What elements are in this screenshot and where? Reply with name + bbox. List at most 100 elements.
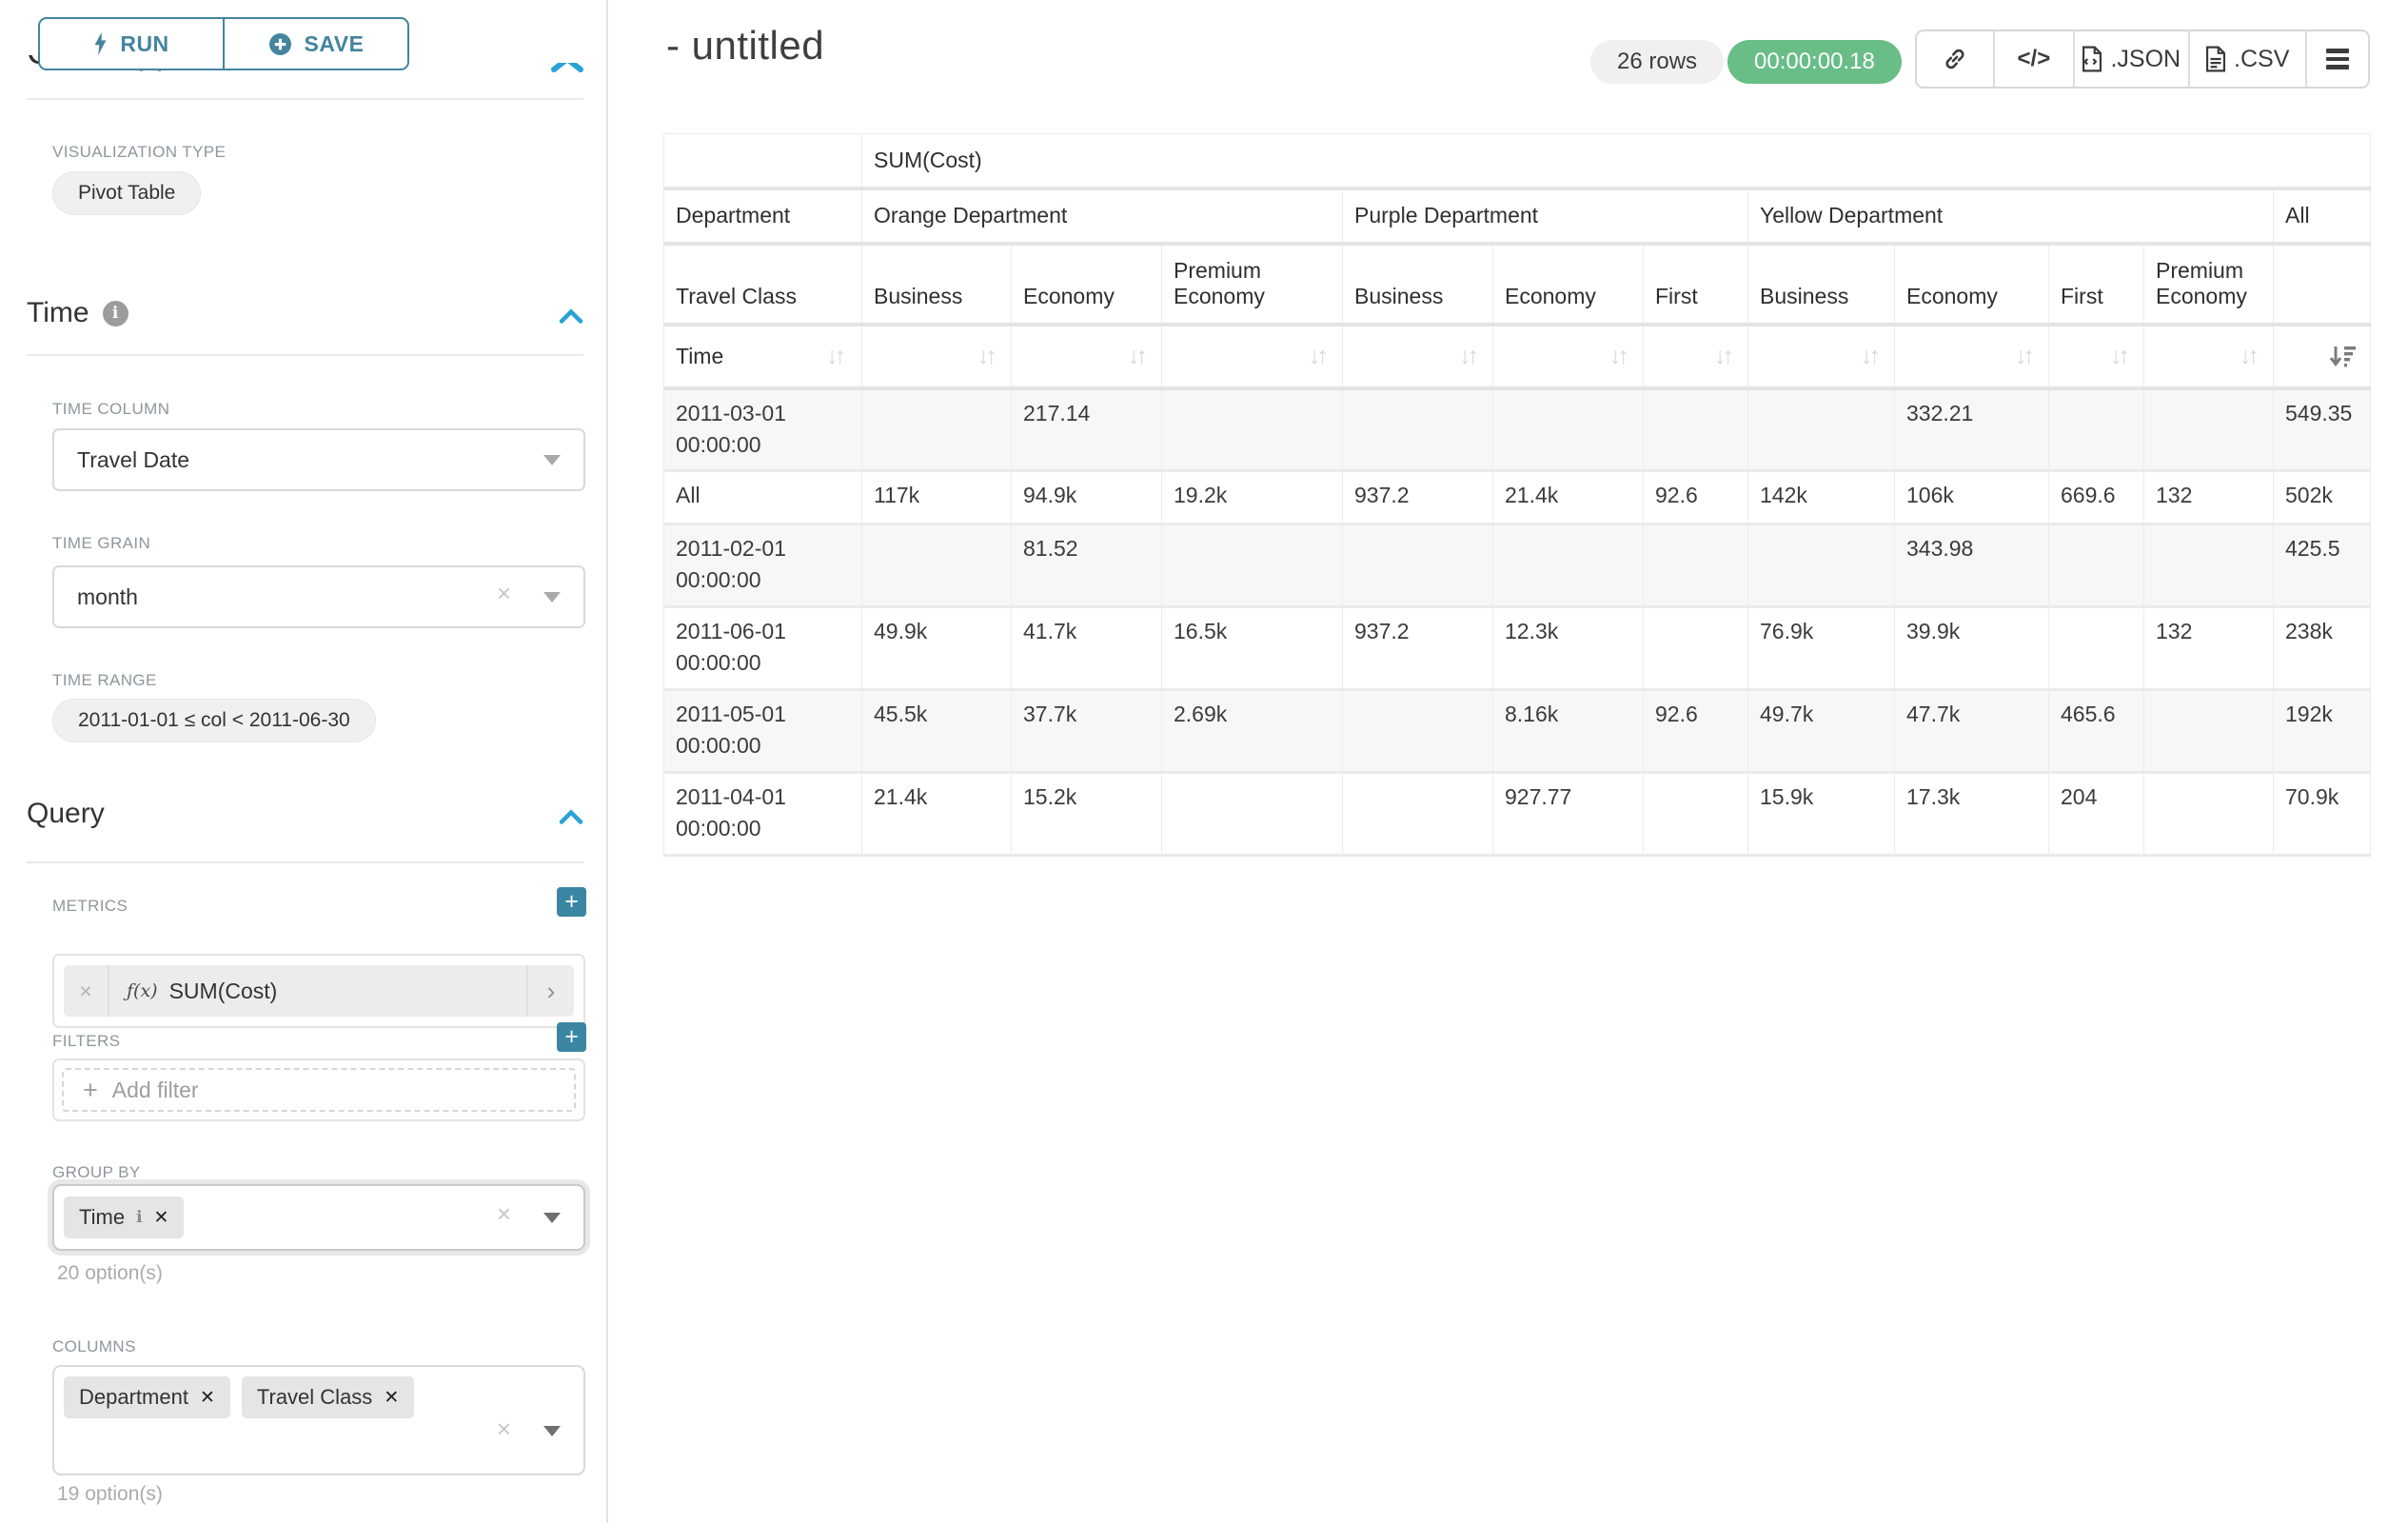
remove-chip-icon[interactable]: ✕ [199, 1387, 215, 1408]
pivot-row-label: 2011-02-01 00:00:00 [663, 524, 862, 608]
info-icon: i [102, 300, 128, 326]
sort-toggle-icon[interactable]: ↓ ↑ [1894, 324, 2049, 390]
chart-title[interactable]: - untitled [666, 23, 825, 68]
filters-label: FILTERS [52, 1032, 121, 1050]
pivot-column-header: Economy [1011, 243, 1162, 326]
section-time-title: Time i [27, 297, 128, 329]
pivot-row: 2011-04-01 00:00:00 21.4k 15.2k 927.77 15.9k… [663, 772, 2372, 857]
pivot-cell: 937.2 [1342, 606, 1493, 691]
remove-chip-icon[interactable]: ✕ [384, 1387, 400, 1408]
pivot-cell [861, 387, 1012, 472]
edit-metric-chevron-icon[interactable]: › [526, 965, 574, 1017]
query-duration-badge: 00:00:00.18 [1727, 40, 1902, 84]
add-metric-button[interactable]: + [557, 887, 586, 917]
export-button-group: </> .JSON .CSV [1915, 30, 2370, 89]
time-range-label: TIME RANGE [52, 671, 157, 689]
pivot-cell: 343.98 [1894, 524, 2049, 608]
export-json-label: .JSON [2110, 45, 2181, 72]
pivot-cell: 549.35 [2272, 387, 2372, 472]
pivot-cell: 132 [2143, 470, 2274, 525]
pivot-cell: 142k [1747, 470, 1895, 525]
menu-button[interactable] [2304, 31, 2368, 87]
pivot-cell [1342, 524, 1493, 608]
pivot-corner-blank [663, 133, 862, 190]
sort-toggle-icon[interactable]: ↓ ↑ [1492, 324, 1644, 390]
sort-toggle-icon[interactable]: ↓ ↑ [1011, 324, 1162, 390]
add-filter-plus-button[interactable]: + [557, 1022, 586, 1052]
pivot-cell: 204 [2048, 772, 2144, 857]
pivot-cell [1643, 606, 1748, 691]
sort-toggle-icon[interactable]: ↓ ↑ [861, 324, 1012, 390]
plus-icon: + [564, 1023, 579, 1050]
metric-chip[interactable]: × ƒ(x) SUM(Cost) › [64, 965, 574, 1017]
sort-descending-icon[interactable] [2272, 324, 2372, 390]
chevron-down-icon[interactable] [543, 1426, 561, 1436]
view-query-button[interactable]: </> [1992, 31, 2073, 87]
time-column-value: Travel Date [77, 446, 190, 472]
metrics-container: × ƒ(x) SUM(Cost) › [52, 954, 585, 1028]
save-button-label: SAVE [304, 30, 365, 56]
metric-label: SUM(Cost) [168, 978, 278, 1003]
pivot-cell [1342, 387, 1493, 472]
group-by-chip-time: Time i ✕ [64, 1197, 185, 1238]
query-collapse-icon[interactable] [558, 809, 584, 825]
clear-icon[interactable]: × [496, 1414, 511, 1443]
visualization-type-pill[interactable]: Pivot Table [52, 171, 202, 215]
pivot-row-label: 2011-04-01 00:00:00 [663, 772, 862, 857]
chevron-down-icon[interactable] [543, 1213, 561, 1223]
pivot-cell [1643, 524, 1748, 608]
time-range-pill[interactable]: 2011-01-01 ≤ col < 2011-06-30 [52, 699, 376, 742]
pivot-cell: 217.14 [1011, 387, 1162, 472]
columns-chip-travel-class: Travel Class ✕ [241, 1376, 415, 1418]
pivot-cell: 47.7k [1894, 689, 2049, 774]
group-by-select[interactable]: Time i ✕ × [52, 1184, 585, 1251]
pivot-cell: 465.6 [2048, 689, 2144, 774]
pivot-cell: 21.4k [861, 772, 1012, 857]
run-button[interactable]: RUN [40, 19, 223, 69]
time-column-select[interactable]: Travel Date [52, 428, 585, 491]
group-by-options-hint: 20 option(s) [57, 1262, 163, 1284]
pivot-department-corner: Department [663, 188, 862, 246]
columns-select[interactable]: Department ✕ Travel Class ✕ × [52, 1365, 585, 1475]
pivot-row: 2011-02-01 00:00:00 81.52 343.98 425.5 [663, 524, 2372, 608]
pivot-row-label: All [663, 470, 862, 525]
add-filter-button[interactable]: + Add filter [62, 1068, 576, 1112]
section-query-title: Query [27, 798, 105, 830]
clear-icon[interactable]: × [496, 579, 511, 607]
run-save-button-group: RUN SAVE [38, 17, 409, 70]
pivot-column-header: Business [1747, 243, 1895, 326]
pivot-cell [861, 524, 1012, 608]
pivot-row: 2011-06-01 00:00:00 49.9k 41.7k 16.5k 937.2 1… [663, 606, 2372, 691]
sort-toggle-icon[interactable]: ↓ ↑ [2048, 324, 2144, 390]
time-grain-select[interactable]: month × [52, 565, 585, 628]
pivot-cell [1342, 772, 1493, 857]
sort-toggle-icon[interactable]: ↓ ↑ [1161, 324, 1343, 390]
save-button[interactable]: SAVE [223, 19, 407, 69]
export-csv-button[interactable]: .CSV [2187, 31, 2305, 87]
pivot-column-header: First [1643, 243, 1748, 326]
clear-icon[interactable]: × [496, 1199, 511, 1228]
export-json-button[interactable]: .JSON [2072, 31, 2188, 87]
remove-metric-icon[interactable]: × [64, 965, 109, 1017]
divider [27, 354, 583, 356]
time-grain-value: month [77, 583, 138, 609]
pivot-cell: 927.77 [1492, 772, 1644, 857]
time-collapse-icon[interactable] [558, 308, 584, 325]
remove-chip-icon[interactable]: ✕ [153, 1207, 169, 1228]
pivot-cell [1161, 387, 1343, 472]
chart-type-collapse-icon[interactable] [548, 63, 590, 72]
sort-toggle-icon[interactable]: ↓ ↑ [2143, 324, 2274, 390]
pivot-cell [1342, 689, 1493, 774]
group-by-label: GROUP BY [52, 1163, 141, 1181]
pivot-cell: 502k [2272, 470, 2372, 525]
pivot-cell: 2.69k [1161, 689, 1343, 774]
sort-toggle-icon[interactable]: ↓ ↑ [1747, 324, 1895, 390]
pivot-cell: 425.5 [2272, 524, 2372, 608]
pivot-metric-header: SUM(Cost) [860, 133, 2372, 190]
add-filter-label: Add filter [111, 1077, 199, 1102]
shortlink-button[interactable] [1917, 31, 1993, 87]
pivot-column-header [2272, 243, 2372, 326]
sort-toggle-icon[interactable]: ↓ ↑ [1643, 324, 1748, 390]
sort-toggle-icon[interactable]: ↓ ↑ [1342, 324, 1493, 390]
pivot-time-sort-header[interactable]: Time ↓ ↑ [663, 324, 862, 390]
